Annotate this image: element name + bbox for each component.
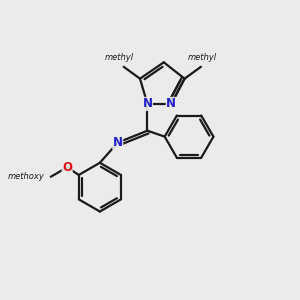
Text: methyl: methyl [188,53,217,62]
Text: O: O [62,161,72,174]
Text: methyl: methyl [105,53,134,62]
Text: N: N [166,98,176,110]
Text: N: N [142,98,152,110]
Text: methoxy: methoxy [8,172,45,181]
Text: N: N [113,136,123,149]
